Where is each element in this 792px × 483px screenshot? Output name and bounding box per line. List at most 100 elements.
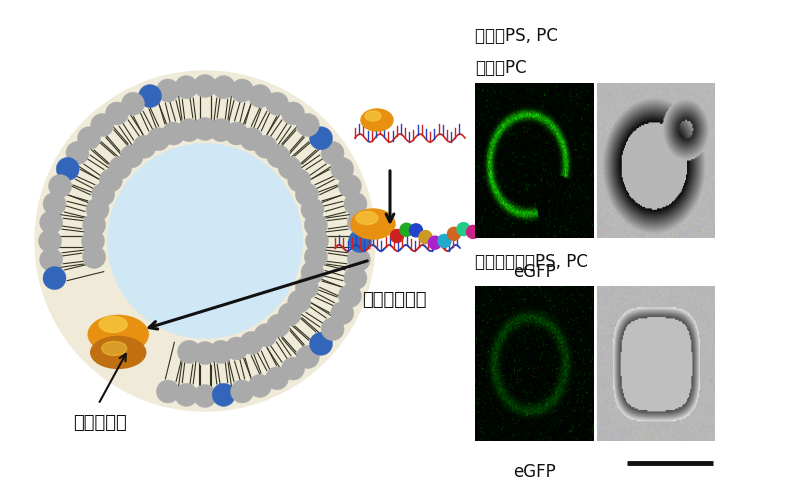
Circle shape xyxy=(56,157,79,181)
Circle shape xyxy=(447,227,460,241)
Circle shape xyxy=(267,145,290,168)
Circle shape xyxy=(344,192,367,215)
Ellipse shape xyxy=(101,341,127,355)
Circle shape xyxy=(265,367,288,390)
Circle shape xyxy=(466,226,479,239)
Circle shape xyxy=(156,79,180,102)
Ellipse shape xyxy=(356,212,378,225)
Circle shape xyxy=(193,341,216,365)
Circle shape xyxy=(265,92,288,115)
Circle shape xyxy=(177,341,200,363)
Circle shape xyxy=(92,183,115,206)
Circle shape xyxy=(193,74,216,98)
Text: 内膜：PC: 内膜：PC xyxy=(475,59,527,77)
Circle shape xyxy=(304,245,327,269)
Circle shape xyxy=(40,211,63,234)
Circle shape xyxy=(254,324,277,347)
Circle shape xyxy=(82,245,105,269)
Circle shape xyxy=(278,156,301,179)
Circle shape xyxy=(304,213,327,237)
Circle shape xyxy=(281,357,305,380)
Circle shape xyxy=(40,248,63,271)
Circle shape xyxy=(35,71,375,411)
Circle shape xyxy=(121,92,144,115)
Circle shape xyxy=(296,345,319,369)
Circle shape xyxy=(105,102,128,125)
Circle shape xyxy=(338,174,361,198)
Text: eGFP: eGFP xyxy=(512,263,555,281)
Circle shape xyxy=(99,169,122,192)
Circle shape xyxy=(66,142,89,164)
Circle shape xyxy=(301,198,324,221)
Circle shape xyxy=(39,229,62,253)
Circle shape xyxy=(331,157,354,181)
Circle shape xyxy=(139,85,162,108)
Circle shape xyxy=(306,229,329,253)
Text: コネキシン: コネキシン xyxy=(74,414,127,432)
Circle shape xyxy=(162,122,185,145)
Circle shape xyxy=(212,384,235,406)
Circle shape xyxy=(212,76,235,99)
Circle shape xyxy=(267,314,290,337)
Circle shape xyxy=(86,198,109,221)
Circle shape xyxy=(390,229,403,242)
Circle shape xyxy=(133,135,156,158)
Circle shape xyxy=(109,156,131,179)
Circle shape xyxy=(108,144,302,338)
Circle shape xyxy=(48,174,71,198)
Circle shape xyxy=(344,267,367,290)
Circle shape xyxy=(43,192,66,215)
Circle shape xyxy=(249,374,272,398)
Circle shape xyxy=(321,317,344,341)
Ellipse shape xyxy=(365,111,381,121)
Circle shape xyxy=(209,119,232,142)
Circle shape xyxy=(296,114,319,137)
Circle shape xyxy=(278,303,301,326)
Ellipse shape xyxy=(99,316,128,332)
Circle shape xyxy=(82,229,105,253)
Circle shape xyxy=(156,380,180,403)
Circle shape xyxy=(348,248,371,271)
Circle shape xyxy=(120,145,143,168)
Circle shape xyxy=(175,384,198,406)
Circle shape xyxy=(287,290,310,313)
Circle shape xyxy=(175,76,198,99)
Ellipse shape xyxy=(88,315,148,354)
Text: 無細胞発現系: 無細胞発現系 xyxy=(362,291,427,309)
Circle shape xyxy=(287,169,310,192)
Circle shape xyxy=(254,135,277,158)
Ellipse shape xyxy=(361,109,393,131)
Circle shape xyxy=(108,144,302,338)
Circle shape xyxy=(225,122,248,145)
Circle shape xyxy=(348,211,371,234)
Circle shape xyxy=(91,114,114,137)
Circle shape xyxy=(230,79,253,102)
Circle shape xyxy=(78,127,101,150)
Circle shape xyxy=(82,213,105,237)
Text: 外膜、内膜：PS, PC: 外膜、内膜：PS, PC xyxy=(475,253,588,271)
Circle shape xyxy=(177,119,200,142)
Circle shape xyxy=(209,341,232,363)
Circle shape xyxy=(193,384,216,408)
Circle shape xyxy=(338,284,361,308)
Circle shape xyxy=(310,127,333,150)
Circle shape xyxy=(348,229,371,253)
Circle shape xyxy=(301,261,324,284)
Circle shape xyxy=(295,183,318,206)
Circle shape xyxy=(225,337,248,360)
Circle shape xyxy=(438,234,451,247)
Circle shape xyxy=(428,236,441,249)
Circle shape xyxy=(409,224,422,237)
Circle shape xyxy=(193,117,216,141)
Circle shape xyxy=(147,128,170,151)
Text: eGFP: eGFP xyxy=(512,463,555,481)
Circle shape xyxy=(295,276,318,299)
Circle shape xyxy=(457,223,470,236)
Ellipse shape xyxy=(91,337,146,369)
Circle shape xyxy=(240,128,263,151)
Circle shape xyxy=(310,332,333,355)
Ellipse shape xyxy=(351,209,395,239)
Text: 外膜：PS, PC: 外膜：PS, PC xyxy=(475,27,558,45)
Circle shape xyxy=(321,142,344,164)
Circle shape xyxy=(43,267,66,290)
